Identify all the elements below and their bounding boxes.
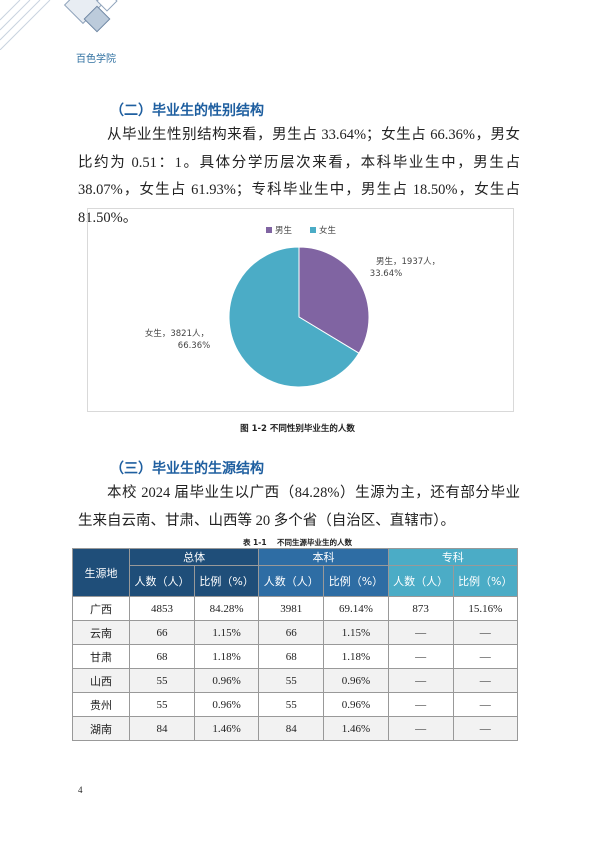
pie-slice bbox=[298, 246, 370, 354]
table-cell: 15.16% bbox=[452, 596, 519, 621]
table-cell: — bbox=[452, 692, 519, 717]
group-header: 专科 bbox=[387, 548, 519, 566]
table-cell: — bbox=[387, 692, 454, 717]
sub-header: 比例（%） bbox=[452, 565, 519, 597]
table-cell: — bbox=[387, 644, 454, 669]
table-cell: — bbox=[452, 668, 519, 693]
legend-swatch bbox=[266, 227, 272, 233]
table-cell: 0.96% bbox=[193, 668, 260, 693]
table-cell: 0.96% bbox=[323, 668, 389, 693]
table-cell: 84 bbox=[258, 716, 325, 741]
paragraph: 本校 2024 届毕业生以广西（84.28%）生源为主，还有部分毕业生来自云南、… bbox=[78, 485, 520, 529]
table-cell: 广西 bbox=[72, 596, 130, 621]
table-cell: 55 bbox=[258, 692, 325, 717]
table-cell: 1.46% bbox=[323, 716, 389, 741]
table-row: 甘肃 68 1.18% 68 1.18% — — bbox=[72, 644, 519, 669]
table-cell: 66 bbox=[129, 620, 195, 645]
table-cell: — bbox=[452, 644, 519, 669]
table-cell: 贵州 bbox=[72, 692, 130, 717]
table-cell: 55 bbox=[129, 692, 195, 717]
table-cell: 湖南 bbox=[72, 716, 130, 741]
table-cell: 68 bbox=[129, 644, 195, 669]
table-cell: — bbox=[387, 620, 454, 645]
table-cell: — bbox=[387, 668, 454, 693]
sub-header: 人数（人） bbox=[129, 565, 195, 597]
table-cell: — bbox=[452, 620, 519, 645]
table-cell: 68 bbox=[258, 644, 325, 669]
table-cell: 云南 bbox=[72, 620, 130, 645]
paragraph: 从毕业生性别结构来看，男生占 33.64%；女生占 66.36%，男女比约为 0… bbox=[78, 127, 520, 226]
table-cell: 1.15% bbox=[193, 620, 260, 645]
table-cell: 55 bbox=[129, 668, 195, 693]
figure-caption: 图 1-2 不同性别毕业生的人数 bbox=[240, 424, 355, 434]
data-label: 66.36% bbox=[178, 341, 210, 351]
table-row: 贵州 55 0.96% 55 0.96% — — bbox=[72, 692, 519, 717]
sub-header: 比例（%） bbox=[323, 565, 389, 597]
table-row: 云南 66 1.15% 66 1.15% — — bbox=[72, 620, 519, 645]
table-cell: 3981 bbox=[258, 596, 325, 621]
table-cell: 1.15% bbox=[323, 620, 389, 645]
data-label: 女生，3821人， bbox=[145, 328, 209, 339]
corner-decoration bbox=[0, 0, 118, 50]
table-cell: 84.28% bbox=[193, 596, 260, 621]
table-cell: — bbox=[452, 716, 519, 741]
table-cell: 873 bbox=[387, 596, 454, 621]
table-row: 湖南 84 1.46% 84 1.46% — — bbox=[72, 716, 519, 741]
table-cell: 4853 bbox=[129, 596, 195, 621]
table-cell: 0.96% bbox=[323, 692, 389, 717]
table-cell: 山西 bbox=[72, 668, 130, 693]
heading: （三）毕业生的生源结构 bbox=[110, 461, 264, 477]
sub-header: 人数（人） bbox=[387, 565, 454, 597]
table-cell: 甘肃 bbox=[72, 644, 130, 669]
table-cell: 1.46% bbox=[193, 716, 260, 741]
table-caption: 表 1-1 不同生源毕业生的人数 bbox=[242, 538, 353, 547]
group-header: 本科 bbox=[258, 548, 389, 566]
table: 生源地 总体 本科 专科 人数（人） 比例（%） 人数（人） 比例（%） 人数（人） 比例… bbox=[72, 548, 519, 741]
table-cell: 0.96% bbox=[193, 692, 260, 717]
legend-label: 男生 bbox=[275, 225, 293, 236]
page-number: 4 bbox=[78, 785, 83, 795]
table-cell: 66 bbox=[258, 620, 325, 645]
pie-slice bbox=[228, 246, 360, 388]
header: 百色学院 bbox=[76, 54, 116, 65]
table-cell: 55 bbox=[258, 668, 325, 693]
group-header: 总体 bbox=[128, 548, 260, 566]
table-cell: 1.18% bbox=[323, 644, 389, 669]
data-label: 男生，1937人， bbox=[376, 256, 440, 267]
sub-header: 比例（%） bbox=[193, 565, 260, 597]
heading: （二）毕业生的性别结构 bbox=[110, 103, 264, 119]
table-cell: 69.14% bbox=[323, 596, 389, 621]
sub-header: 人数（人） bbox=[258, 565, 325, 597]
legend-label: 女生 bbox=[319, 225, 337, 236]
table-row: 广西 4853 84.28% 3981 69.14% 873 15.16% bbox=[72, 596, 519, 621]
row-header: 生源地 bbox=[72, 548, 130, 597]
table-cell: 1.18% bbox=[193, 644, 260, 669]
table-row: 山西 55 0.96% 55 0.96% — — bbox=[72, 668, 519, 693]
table-cell: 84 bbox=[129, 716, 195, 741]
legend-swatch bbox=[310, 227, 316, 233]
data-label: 33.64% bbox=[370, 269, 402, 279]
table-cell: — bbox=[387, 716, 454, 741]
